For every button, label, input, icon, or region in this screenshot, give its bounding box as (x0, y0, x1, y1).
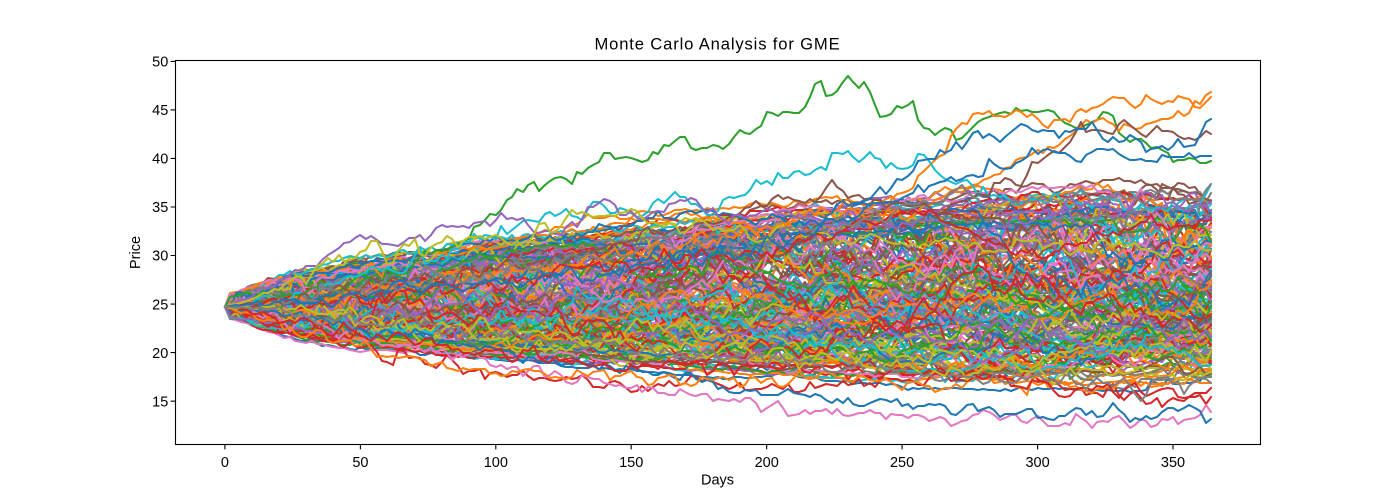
svg-text:250: 250 (890, 455, 914, 471)
svg-text:Days: Days (701, 472, 734, 488)
svg-text:150: 150 (619, 455, 643, 471)
svg-text:350: 350 (1161, 455, 1185, 471)
svg-text:20: 20 (152, 346, 168, 362)
svg-text:15: 15 (152, 394, 168, 410)
svg-text:50: 50 (352, 455, 368, 471)
svg-text:Monte Carlo Analysis for GME: Monte Carlo Analysis for GME (594, 35, 840, 54)
svg-text:40: 40 (152, 152, 168, 168)
svg-text:300: 300 (1025, 455, 1049, 471)
svg-text:35: 35 (152, 200, 168, 216)
svg-text:100: 100 (484, 455, 508, 471)
svg-text:Price: Price (128, 236, 144, 269)
svg-text:200: 200 (755, 455, 779, 471)
svg-text:0: 0 (221, 455, 229, 471)
svg-text:50: 50 (152, 55, 168, 71)
svg-text:45: 45 (152, 103, 168, 119)
svg-text:25: 25 (152, 297, 168, 313)
svg-text:30: 30 (152, 249, 168, 265)
